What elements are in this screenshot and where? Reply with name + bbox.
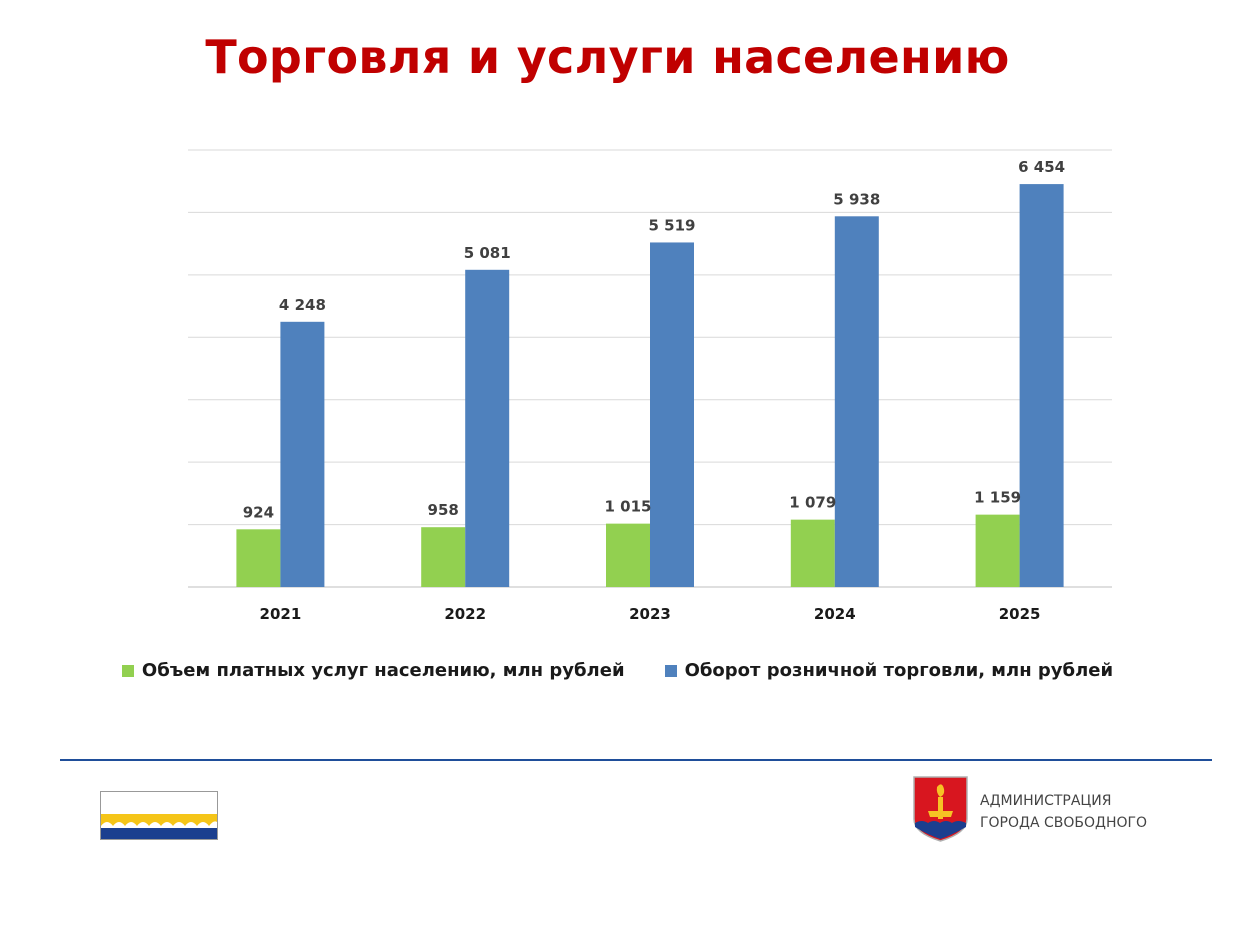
- legend-swatch-blue: [664, 664, 677, 677]
- data-label-services-2023: 1 015: [605, 498, 652, 516]
- chart-data-labels: 924 4 248 958 5 081 1 015 5 519 1 079 5 938 1 15…: [243, 158, 1065, 521]
- bar-retail-2025: [1019, 184, 1064, 587]
- bar-services-2021: [236, 529, 281, 587]
- bar-retail-2021: [280, 321, 325, 587]
- bar-services-2023: [606, 523, 650, 587]
- chart-bars: [236, 184, 1064, 588]
- legend-item-services: Объем платных услуг населению, млн рубле…: [121, 660, 625, 681]
- data-label-retail-2023: 5 519: [649, 216, 696, 234]
- bar-retail-2024: [834, 216, 879, 588]
- data-label-retail-2024: 5 938: [833, 190, 880, 208]
- chart-category-labels: 2021 2022 2023 2024 2025: [260, 605, 1041, 623]
- admin-line-1: АДМИНИСТРАЦИЯ: [980, 793, 1112, 809]
- category-label-2025: 2025: [999, 605, 1041, 623]
- legend-label-retail: Оборот розничной торговли, млн рублей: [684, 660, 1114, 681]
- data-label-services-2022: 958: [428, 501, 459, 519]
- page-title: Торговля и услуги населению: [205, 30, 1010, 84]
- legend-swatch-green: [121, 664, 134, 677]
- admin-caption: АДМИНИСТРАЦИЯ ГОРОДА СВОБОДНОГО: [980, 790, 1147, 834]
- data-label-retail-2021: 4 248: [279, 296, 326, 314]
- data-label-services-2024: 1 079: [789, 494, 836, 512]
- bar-retail-2023: [650, 242, 694, 587]
- footer-divider: [60, 759, 1212, 761]
- chart-legend: Объем платных услуг населению, млн рубле…: [0, 660, 1235, 681]
- bar-services-2024: [790, 519, 835, 587]
- category-label-2024: 2024: [814, 605, 856, 623]
- category-label-2021: 2021: [260, 605, 302, 623]
- legend-label-services: Объем платных услуг населению, млн рубле…: [141, 660, 625, 681]
- legend-item-retail: Оборот розничной торговли, млн рублей: [664, 660, 1114, 681]
- bar-services-2025: [975, 514, 1020, 587]
- data-label-services-2021: 924: [243, 503, 274, 521]
- category-label-2022: 2022: [444, 605, 486, 623]
- city-coat-of-arms-icon: [912, 775, 969, 843]
- bar-services-2022: [421, 527, 466, 587]
- data-label-services-2025: 1 159: [974, 489, 1021, 507]
- data-label-retail-2022: 5 081: [464, 244, 511, 262]
- bar-retail-2022: [465, 269, 510, 587]
- category-label-2023: 2023: [629, 605, 671, 623]
- data-label-retail-2025: 6 454: [1018, 158, 1065, 176]
- city-flag-logo: [100, 791, 218, 840]
- admin-line-2: ГОРОДА СВОБОДНОГО: [980, 815, 1148, 831]
